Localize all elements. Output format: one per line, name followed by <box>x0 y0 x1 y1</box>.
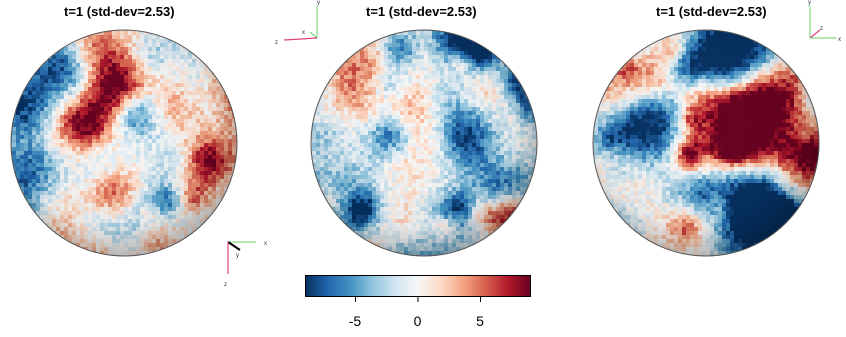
sphere-panel-3 <box>592 29 820 257</box>
sphere-panel-1 <box>10 29 238 257</box>
axes-triad-panel-1: x y z <box>224 241 267 288</box>
axis-x-label: x <box>838 37 841 43</box>
axis-z-label: z <box>224 282 227 288</box>
axis-x-label: x <box>264 241 267 247</box>
axis-y-label: y <box>317 0 320 6</box>
panel-3-title: t=1 (std-dev=2.53) <box>656 4 767 19</box>
axes-triad-panel-3: y z x <box>808 0 841 43</box>
panel-1-title: t=1 (std-dev=2.53) <box>64 4 175 19</box>
panel-2-title: t=1 (std-dev=2.53) <box>366 4 477 19</box>
colorbar-tick-label: 0 <box>413 313 422 329</box>
axis-z-label: z <box>820 26 823 32</box>
axis-y-label: y <box>236 253 239 259</box>
colorbar-tick-label: -5 <box>348 313 362 329</box>
axis-z-label: z <box>275 40 278 46</box>
axes-triad-panel-2: y x z <box>275 0 320 46</box>
colorbar <box>305 275 531 302</box>
sphere-panel-2 <box>310 29 538 257</box>
axis-y-label: y <box>808 0 811 6</box>
colorbar-tick-label: 5 <box>476 313 484 329</box>
axis-x-label: x <box>302 30 305 36</box>
